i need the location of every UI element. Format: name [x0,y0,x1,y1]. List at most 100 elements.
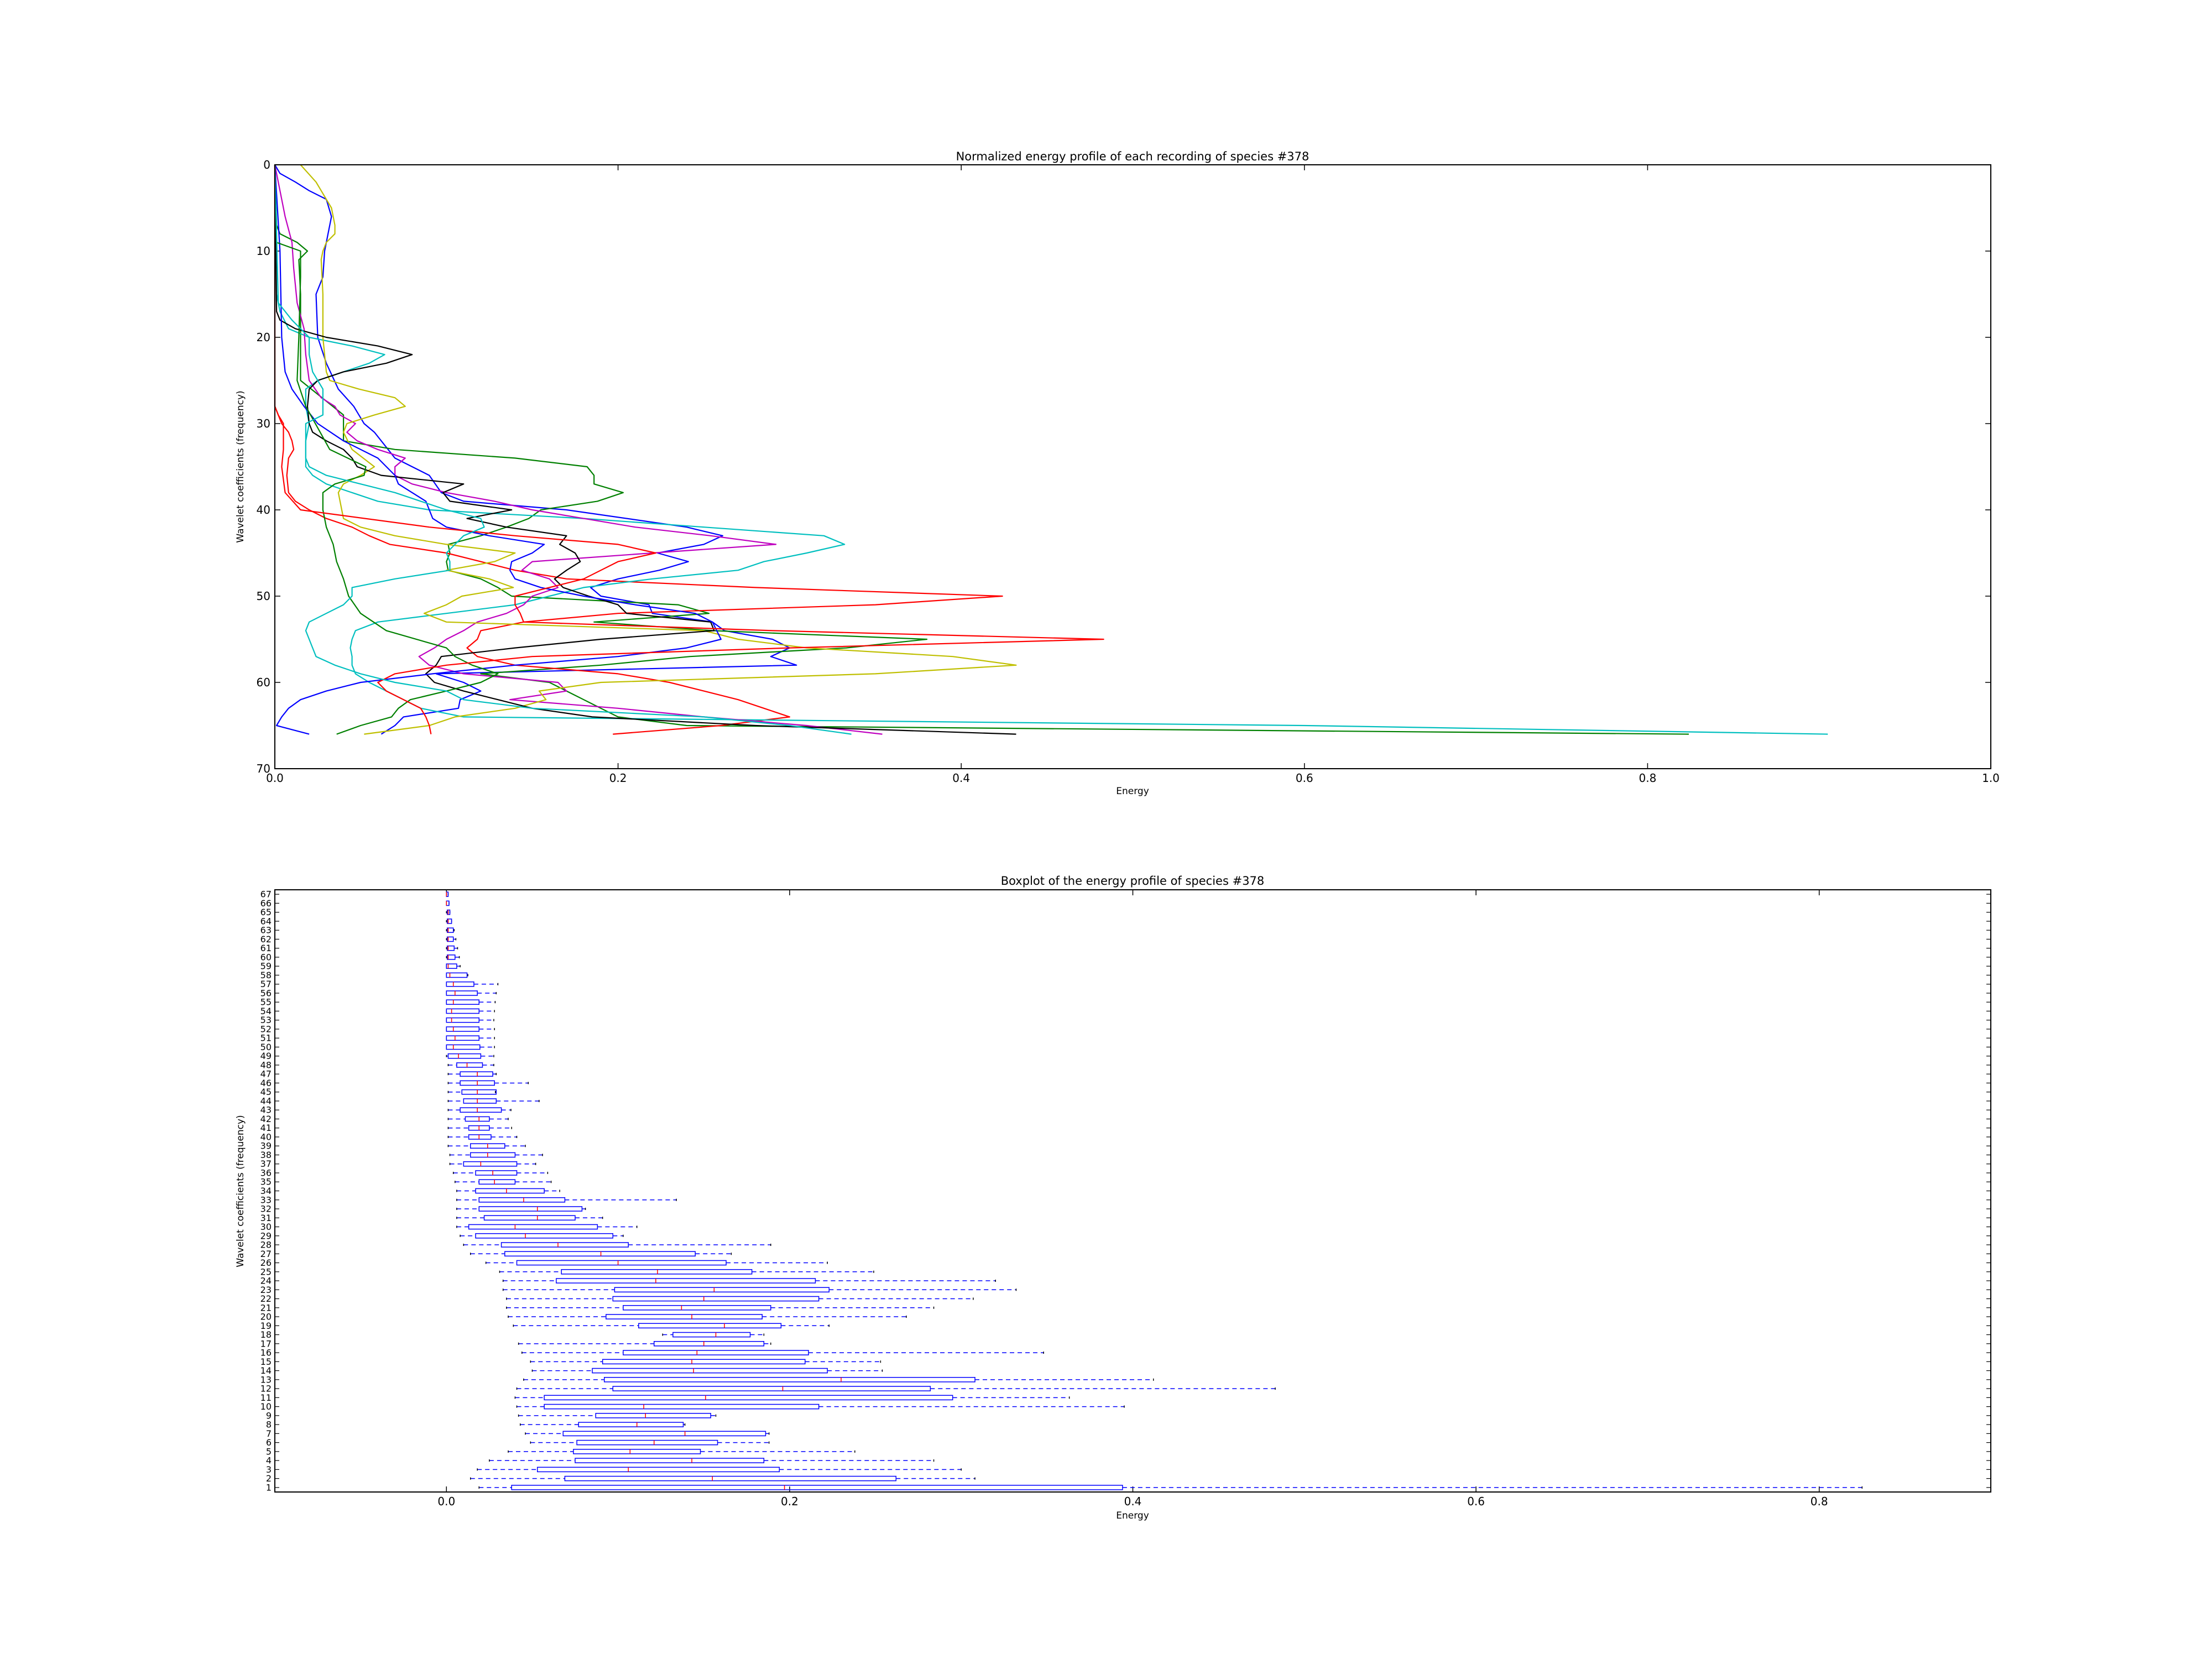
box-iqr [446,1044,481,1050]
y-tick-label: 65 [260,907,272,917]
box-iqr [595,1413,711,1418]
y-tick-label: 50 [260,1042,272,1052]
box-iqr [604,1377,975,1383]
box-iqr [468,1134,492,1140]
y-axis-label: Wavelet coefficients (frequency) [235,1115,246,1267]
y-tick-label: 20 [260,1312,272,1322]
box-iqr [463,1161,518,1167]
box-iqr [638,1323,782,1329]
y-tick-label: 46 [260,1078,272,1088]
y-tick-label: 59 [260,961,272,972]
y-tick-label: 8 [266,1420,272,1430]
box-36 [452,1170,549,1176]
box-iqr [447,909,451,915]
box-5 [508,1449,855,1454]
line-chart-energy-profile: Normalized energy profile of each record… [235,150,2000,797]
box-61 [446,945,458,951]
box-iqr [556,1278,816,1284]
y-tick-label: 56 [260,988,272,998]
y-tick-label: 37 [260,1159,272,1169]
box-15 [530,1359,881,1365]
axes-frame [274,889,1991,1493]
y-tick-label: 17 [260,1338,272,1349]
y-tick-label: 4 [266,1455,272,1466]
x-axis-label: Energy [1116,1510,1149,1521]
box-62 [446,936,457,942]
y-tick-label: 43 [260,1105,272,1115]
y-tick-label: 57 [260,979,272,989]
series-line-4 [274,164,1828,735]
box-43 [447,1107,512,1113]
box-7 [525,1431,770,1437]
box-17 [518,1341,771,1347]
boxplot-energy-profile: Boxplot of the energy profile of species… [235,874,1991,1521]
y-tick-label: 5 [266,1446,272,1457]
box-iqr [612,1296,820,1302]
y-tick-label: 30 [260,1222,272,1232]
box-34 [456,1188,560,1194]
box-iqr [447,945,455,951]
box-32 [456,1206,586,1212]
box-6 [530,1439,770,1446]
y-tick-label: 66 [260,898,272,909]
y-tick-label: 40 [260,1131,272,1142]
box-38 [449,1152,543,1158]
x-tick-label: 0.0 [437,1495,455,1508]
y-tick-label: 52 [260,1024,272,1034]
box-iqr [446,1017,480,1023]
box-iqr [475,1170,518,1176]
box-iqr [456,1062,483,1068]
box-65 [446,909,451,915]
box-67 [446,891,449,897]
box-iqr [576,1439,718,1446]
y-tick-label: 58 [260,970,272,980]
y-tick-label: 20 [257,331,270,344]
box-26 [485,1260,828,1266]
y-tick-label: 25 [260,1266,272,1277]
box-iqr [475,1188,545,1194]
series-line-8 [274,164,722,735]
x-tick-label: 0.6 [1296,771,1313,785]
x-tick-label: 0.4 [952,771,970,785]
box-57 [446,981,499,987]
box-iqr [446,963,457,969]
y-tick-label: 53 [260,1015,272,1025]
box-24 [502,1278,997,1284]
y-tick-label: 62 [260,934,272,945]
box-iqr [483,1215,576,1221]
y-tick-label: 36 [260,1167,272,1178]
y-tick-label: 19 [260,1321,272,1331]
box-iqr [654,1341,765,1347]
y-tick-label: 9 [266,1410,272,1421]
y-tick-label: 67 [260,889,272,900]
x-tick-label: 0.6 [1467,1495,1485,1508]
box-iqr [446,972,468,978]
y-tick-label: 10 [257,244,270,258]
y-tick-label: 18 [260,1329,272,1340]
box-56 [446,990,497,996]
box-iqr [511,1485,1123,1490]
box-iqr [446,999,480,1005]
box-21 [506,1305,935,1311]
box-iqr [623,1350,809,1355]
y-tick-label: 64 [260,916,272,926]
y-tick-label: 70 [257,762,270,775]
y-tick-label: 26 [260,1258,272,1268]
box-iqr [544,1395,953,1401]
box-iqr [592,1368,828,1374]
box-iqr [460,1107,502,1113]
box-13 [523,1377,1154,1383]
box-iqr [446,1008,480,1014]
series-line-1 [274,164,797,735]
x-tick-label: 0.8 [1811,1495,1828,1508]
y-tick-label: 12 [260,1384,272,1394]
plot-area: 0.0 0.2 0.4 0.6 0.81234567891011121314151617… [260,889,1991,1508]
y-tick-label: 60 [257,676,270,689]
y-tick-label: 54 [260,1006,272,1016]
box-19 [513,1323,830,1329]
axes-frame [274,164,1991,769]
y-tick-label: 6 [266,1437,272,1448]
box-35 [455,1179,552,1185]
box-3 [477,1467,962,1473]
